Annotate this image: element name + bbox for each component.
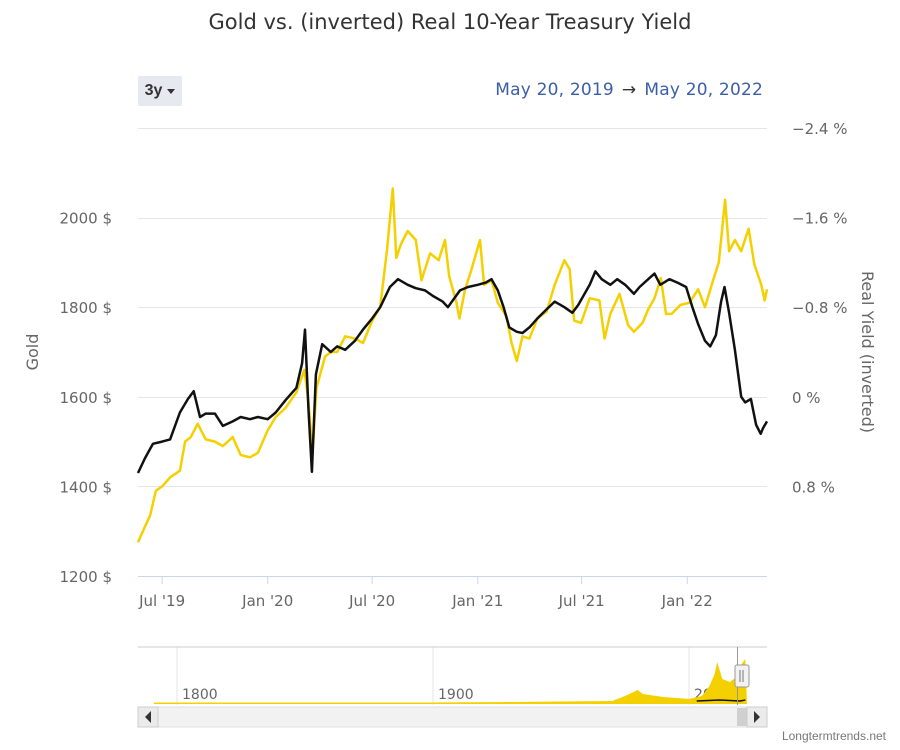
x-axis-ticks: Jul '19 Jan '20 Jul '20 Jan '21 Jul '21 Jan '… xyxy=(138,576,713,610)
caret-down-icon xyxy=(167,88,176,94)
range-selector-label: 3y xyxy=(144,82,163,99)
scroll-left-button[interactable] xyxy=(137,706,159,728)
scrollbar[interactable] xyxy=(137,706,768,728)
right-tick-label: −1.6 % xyxy=(792,210,847,228)
navigator-area xyxy=(154,659,747,704)
navigator-tick-label: 1900 xyxy=(438,687,474,703)
navigator-yield-line xyxy=(696,699,746,702)
left-tick-label: 1200 $ xyxy=(60,568,113,586)
date-range-to[interactable]: May 20, 2022 xyxy=(644,80,763,100)
right-axis-title: Real Yield (inverted) xyxy=(858,271,877,433)
grid-lines xyxy=(138,128,767,577)
x-tick-label: Jul '21 xyxy=(558,592,605,610)
navigator-background xyxy=(138,647,767,705)
left-tick-label: 1400 $ xyxy=(60,478,113,496)
arrow-right-icon xyxy=(754,711,760,723)
gold-price-line xyxy=(136,187,769,543)
x-tick-label: Jul '19 xyxy=(138,592,185,610)
navigator[interactable]: 1800 1900 2000 xyxy=(138,646,767,705)
arrow-right-icon: → xyxy=(621,80,637,100)
navigator-mask-left xyxy=(138,647,737,705)
navigator-tick-label: 1800 xyxy=(182,687,218,703)
arrow-left-icon xyxy=(145,711,151,723)
date-range-display: May 20, 2019 → May 20, 2022 xyxy=(495,80,763,100)
right-axis-ticks: −2.4 % −1.6 % −0.8 % 0 % 0.8 % xyxy=(792,120,847,496)
right-tick-label: 0 % xyxy=(792,389,821,407)
navigator-tick-label: 2000 xyxy=(694,687,730,703)
date-range-from[interactable]: May 20, 2019 xyxy=(495,80,614,100)
left-tick-label: 1600 $ xyxy=(60,389,113,407)
right-tick-label: −0.8 % xyxy=(792,299,847,317)
navigator-ticks: 1800 1900 2000 xyxy=(176,647,730,705)
x-tick-label: Jan '21 xyxy=(451,592,503,610)
scrollbar-track[interactable] xyxy=(137,706,768,728)
scroll-right-button[interactable] xyxy=(746,706,768,728)
left-tick-label: 1800 $ xyxy=(60,299,113,317)
x-tick-label: Jan '20 xyxy=(241,592,293,610)
real-yield-line xyxy=(136,270,769,474)
left-axis-ticks: 1200 $ 1400 $ 1600 $ 1800 $ 2000 $ xyxy=(60,210,113,586)
x-tick-label: Jul '20 xyxy=(348,592,395,610)
left-tick-label: 2000 $ xyxy=(60,210,113,228)
range-selector-button[interactable]: 3y xyxy=(138,76,182,106)
right-tick-label: −2.4 % xyxy=(792,120,847,138)
left-axis-title: Gold xyxy=(23,334,42,371)
source-credit[interactable]: Longtermtrends.net xyxy=(781,729,886,743)
series-lines xyxy=(136,187,769,543)
x-tick-label: Jan '22 xyxy=(661,592,713,610)
navigator-handle[interactable] xyxy=(734,664,750,688)
right-tick-label: 0.8 % xyxy=(792,478,835,496)
chart-title: Gold vs. (inverted) Real 10-Year Treasur… xyxy=(208,10,692,34)
scrollbar-thumb[interactable] xyxy=(737,708,749,726)
